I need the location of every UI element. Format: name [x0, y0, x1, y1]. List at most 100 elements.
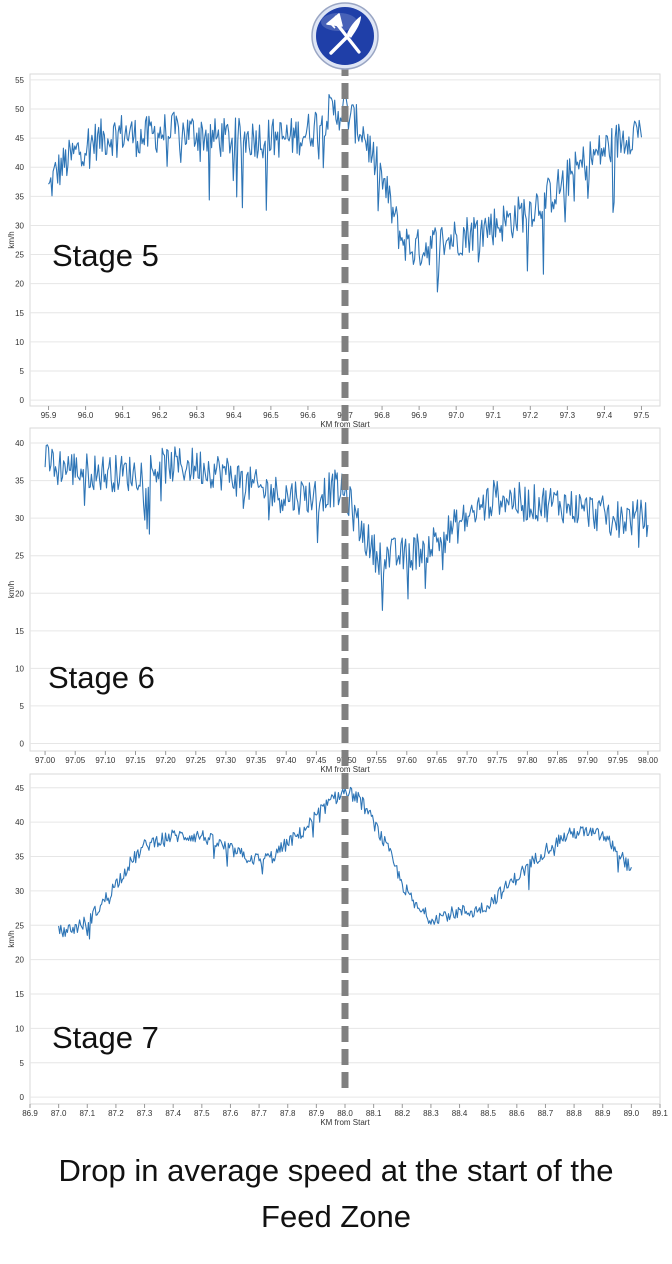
x-tick-label: 97.80	[517, 756, 538, 765]
y-tick-label: 10	[15, 664, 24, 673]
x-tick-label: 96.2	[152, 411, 168, 420]
x-tick-label: 88.5	[480, 1109, 496, 1118]
y-tick-label: 45	[15, 784, 24, 793]
x-tick-label: 97.35	[246, 756, 267, 765]
x-tick-label: 97.85	[547, 756, 568, 765]
fork-and-knife-icon	[311, 2, 379, 70]
x-tick-label: 97.25	[186, 756, 207, 765]
stage-label: Stage 5	[52, 238, 159, 273]
x-axis-title: KM from Start	[320, 1118, 370, 1127]
y-tick-label: 10	[15, 1024, 24, 1033]
x-tick-label: 88.9	[595, 1109, 611, 1118]
y-tick-label: 5	[20, 1059, 25, 1068]
x-tick-label: 97.3	[560, 411, 576, 420]
y-tick-label: 40	[15, 818, 24, 827]
caption-line-2: Feed Zone	[261, 1199, 411, 1234]
y-tick-label: 0	[20, 739, 25, 748]
x-tick-label: 87.5	[194, 1109, 210, 1118]
y-tick-label: 15	[15, 309, 24, 318]
y-tick-label: 45	[15, 134, 24, 143]
chart-stage-6: 0 5 10 15 20 25 30 35 40 97.00 97.05 97.10 97.15 97.2…	[7, 427, 661, 774]
x-tick-label: 87.7	[251, 1109, 267, 1118]
y-tick-label: 35	[15, 853, 24, 862]
chart-stage-7: 0 5 10 15 20 25 30 35 40 45 86.9 87.0 87.1 87.2 87.3 87…	[7, 773, 668, 1127]
y-tick-label: 0	[20, 1093, 25, 1102]
y-tick-label: 35	[15, 192, 24, 201]
y-tick-label: 30	[15, 221, 24, 230]
x-tick-label: 88.0	[337, 1109, 353, 1118]
caption: Drop in average speed at the start of th…	[0, 1148, 672, 1240]
x-tick-label: 97.90	[578, 756, 599, 765]
y-tick-label: 0	[20, 396, 25, 405]
x-tick-label: 97.15	[125, 756, 146, 765]
x-tick-label: 97.45	[306, 756, 327, 765]
x-tick-label: 97.75	[487, 756, 508, 765]
x-tick-label: 88.7	[538, 1109, 554, 1118]
x-tick-label: 88.3	[423, 1109, 439, 1118]
x-tick-label: 87.0	[51, 1109, 67, 1118]
x-tick-label: 87.6	[223, 1109, 239, 1118]
x-tick-label: 97.20	[156, 756, 177, 765]
x-tick-label: 98.00	[638, 756, 659, 765]
x-tick-label: 97.30	[216, 756, 237, 765]
y-tick-label: 20	[15, 589, 24, 598]
x-axis-title: KM from Start	[320, 765, 370, 774]
y-tick-label: 30	[15, 514, 24, 523]
stage-label: Stage 6	[48, 660, 155, 695]
x-tick-label: 97.10	[95, 756, 116, 765]
x-tick-label: 87.8	[280, 1109, 296, 1118]
y-tick-label: 15	[15, 627, 24, 636]
y-tick-label: 40	[15, 439, 24, 448]
y-tick-label: 20	[15, 956, 24, 965]
x-tick-label: 97.1	[485, 411, 501, 420]
y-tick-label: 50	[15, 105, 24, 114]
x-tick-label: 97.4	[597, 411, 613, 420]
x-tick-label: 97.5	[634, 411, 650, 420]
x-tick-label: 96.8	[374, 411, 390, 420]
x-tick-label: 97.0	[448, 411, 464, 420]
y-tick-label: 55	[15, 76, 24, 85]
x-tick-label: 87.1	[79, 1109, 95, 1118]
y-tick-label: 5	[20, 367, 25, 376]
x-tick-label: 87.4	[165, 1109, 181, 1118]
x-tick-label: 97.40	[276, 756, 297, 765]
x-tick-label: 96.1	[115, 411, 131, 420]
y-tick-label: 25	[15, 552, 24, 561]
x-tick-label: 96.0	[78, 411, 94, 420]
x-tick-label: 96.9	[411, 411, 427, 420]
x-tick-label: 96.4	[226, 411, 242, 420]
x-tick-label: 97.00	[35, 756, 56, 765]
stage-label: Stage 7	[52, 1020, 159, 1055]
x-tick-label: 96.5	[263, 411, 279, 420]
x-tick-label: 88.6	[509, 1109, 525, 1118]
x-tick-label: 87.2	[108, 1109, 124, 1118]
y-tick-label: 25	[15, 921, 24, 930]
y-axis-title: km/h	[7, 581, 16, 598]
x-tick-label: 87.3	[137, 1109, 153, 1118]
x-tick-label: 97.65	[427, 756, 448, 765]
x-tick-label: 86.9	[22, 1109, 38, 1118]
y-tick-label: 20	[15, 280, 24, 289]
y-tick-label: 25	[15, 251, 24, 260]
x-tick-label: 88.2	[394, 1109, 410, 1118]
x-tick-label: 88.4	[452, 1109, 468, 1118]
x-tick-label: 87.9	[309, 1109, 325, 1118]
y-axis-title: km/h	[7, 231, 16, 248]
caption-line-1: Drop in average speed at the start of th…	[58, 1153, 614, 1188]
knife-handle	[329, 34, 350, 55]
x-tick-label: 97.2	[523, 411, 539, 420]
x-tick-label: 97.95	[608, 756, 629, 765]
x-tick-label: 88.8	[566, 1109, 582, 1118]
x-tick-label: 97.55	[367, 756, 388, 765]
x-tick-label: 97.05	[65, 756, 86, 765]
x-tick-label: 89.0	[624, 1109, 640, 1118]
x-tick-label: 88.1	[366, 1109, 382, 1118]
x-tick-label: 89.1	[652, 1109, 668, 1118]
y-tick-label: 35	[15, 477, 24, 486]
x-tick-label: 96.6	[300, 411, 316, 420]
y-tick-label: 10	[15, 338, 24, 347]
x-tick-label: 95.9	[41, 411, 57, 420]
x-tick-label: 97.60	[397, 756, 418, 765]
y-tick-label: 40	[15, 163, 24, 172]
